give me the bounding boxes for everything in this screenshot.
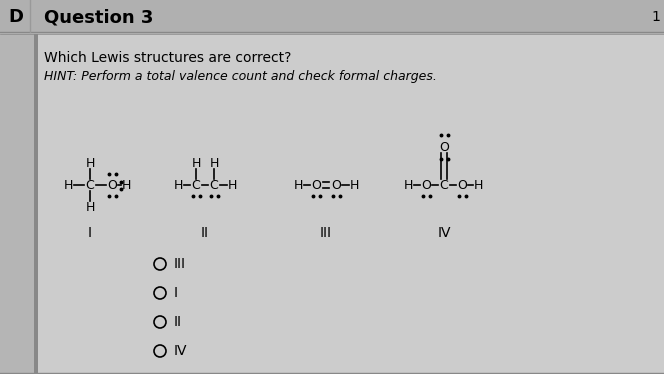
Text: II: II: [201, 226, 209, 240]
Text: C: C: [192, 178, 201, 191]
Text: O: O: [331, 178, 341, 191]
Text: O: O: [457, 178, 467, 191]
Text: II: II: [174, 315, 182, 329]
Bar: [34, 34, 38, 374]
Text: 1: 1: [651, 10, 660, 24]
Text: H: H: [403, 178, 413, 191]
Text: H: H: [349, 178, 359, 191]
Text: H: H: [209, 156, 218, 169]
Text: C: C: [86, 178, 94, 191]
Text: I: I: [174, 286, 178, 300]
Text: O: O: [421, 178, 431, 191]
Text: H: H: [227, 178, 236, 191]
Text: IV: IV: [438, 226, 451, 240]
Text: H: H: [85, 156, 95, 169]
Bar: [0, 0, 664, 32]
Text: O: O: [439, 141, 449, 153]
Text: O: O: [107, 178, 117, 191]
Text: IV: IV: [174, 344, 187, 358]
Text: D: D: [8, 8, 23, 26]
Text: Question 3: Question 3: [44, 8, 153, 26]
Text: H: H: [122, 178, 131, 191]
Text: C: C: [210, 178, 218, 191]
Text: Which Lewis structures are correct?: Which Lewis structures are correct?: [44, 51, 291, 65]
Text: H: H: [293, 178, 303, 191]
Text: C: C: [440, 178, 448, 191]
Text: H: H: [473, 178, 483, 191]
Text: H: H: [191, 156, 201, 169]
Text: HINT: Perform a total valence count and check formal charges.: HINT: Perform a total valence count and …: [44, 70, 437, 83]
Text: III: III: [320, 226, 332, 240]
Text: H: H: [63, 178, 72, 191]
Text: H: H: [85, 200, 95, 214]
Text: III: III: [174, 257, 186, 271]
Text: O: O: [311, 178, 321, 191]
Text: I: I: [88, 226, 92, 240]
Text: H: H: [173, 178, 183, 191]
